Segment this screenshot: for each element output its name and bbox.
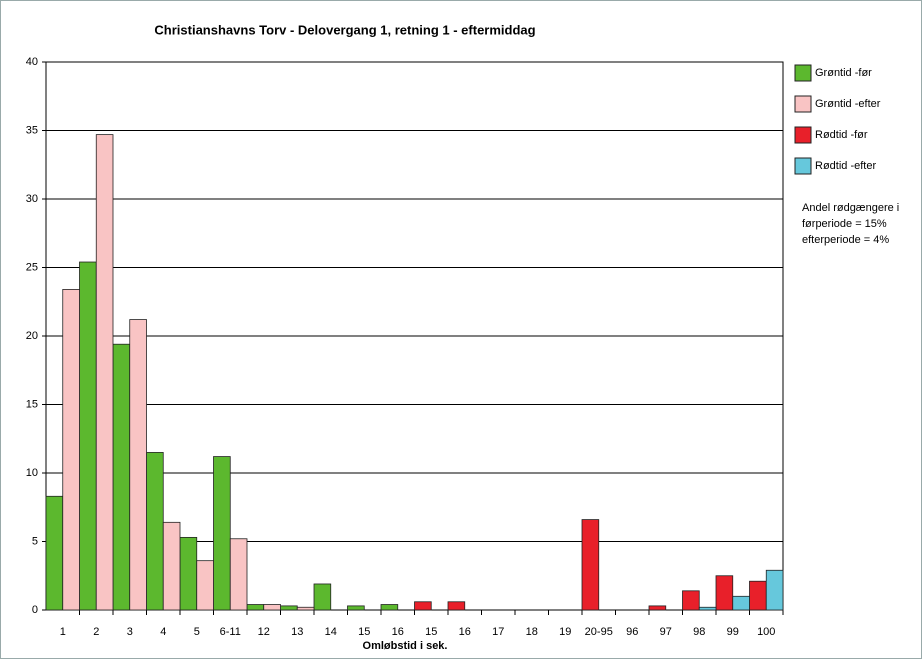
bar [179,536,198,611]
bar [581,519,600,611]
bar [380,604,399,611]
x-tick-label: 100 [757,626,775,638]
bar [749,580,767,611]
bar [162,521,181,611]
x-tick-label: 15 [425,626,437,638]
legend-swatch [794,157,812,175]
y-tick-label: 20 [26,330,38,342]
bar [682,590,700,611]
bar [146,452,164,611]
bar [79,261,97,611]
bar [313,583,332,611]
bar [62,289,80,611]
x-tick-label: 6-11 [220,626,241,638]
annotation: førperiode = 15% [802,218,887,230]
x-tick-label: 98 [693,626,705,638]
bar [196,560,214,611]
x-tick-label: 15 [358,626,370,638]
bar [45,495,64,611]
annotation: efterperiode = 4% [802,234,889,246]
bar [347,605,365,611]
x-tick-label: 97 [660,626,672,638]
x-tick-label: 19 [559,626,571,638]
x-tick-label: 17 [492,626,504,638]
bar [765,569,784,611]
legend-label: Grøntid -efter [815,98,881,110]
bar [648,605,667,611]
legend-label: Rødtid -før [815,129,868,141]
chart-title: Christianshavns Torv - Delovergang 1, re… [154,22,535,37]
y-tick-label: 5 [32,535,38,547]
x-tick-label: 13 [291,626,303,638]
legend-label: Rødtid -efter [815,160,876,172]
bar [263,604,281,611]
bar [229,538,248,611]
bar [447,601,466,611]
bar [246,604,265,611]
x-tick-label: 14 [325,626,337,638]
y-tick-label: 30 [26,193,38,205]
y-tick-label: 0 [32,604,38,616]
x-axis-label: Omløbstid i sek. [363,640,448,652]
legend-swatch [794,64,812,82]
x-tick-label: 1 [60,626,66,638]
x-tick-label: 16 [459,626,471,638]
legend-label: Grøntid -før [815,67,872,79]
bar [414,601,432,611]
bar [129,319,147,611]
x-tick-label: 99 [727,626,739,638]
bar [698,606,717,611]
x-tick-label: 16 [392,626,404,638]
y-tick-label: 25 [26,261,38,273]
bar [280,605,298,611]
annotation: Andel rødgængere i [802,202,899,214]
x-tick-label: 18 [526,626,538,638]
x-tick-label: 3 [127,626,133,638]
y-tick-label: 10 [26,467,38,479]
bar [732,595,750,611]
legend-swatch [794,126,812,144]
x-tick-label: 20-95 [585,626,613,638]
x-tick-label: 4 [160,626,166,638]
y-tick-label: 15 [26,398,38,410]
x-tick-label: 2 [93,626,99,638]
bar [95,134,114,611]
bar [715,575,734,611]
bar [213,456,231,611]
y-tick-label: 40 [26,56,38,68]
bar [296,606,315,611]
y-tick-label: 35 [26,124,38,136]
legend-swatch [794,95,812,113]
x-tick-label: 96 [626,626,638,638]
x-tick-label: 5 [194,626,200,638]
x-tick-label: 12 [258,626,270,638]
bar [112,343,131,611]
